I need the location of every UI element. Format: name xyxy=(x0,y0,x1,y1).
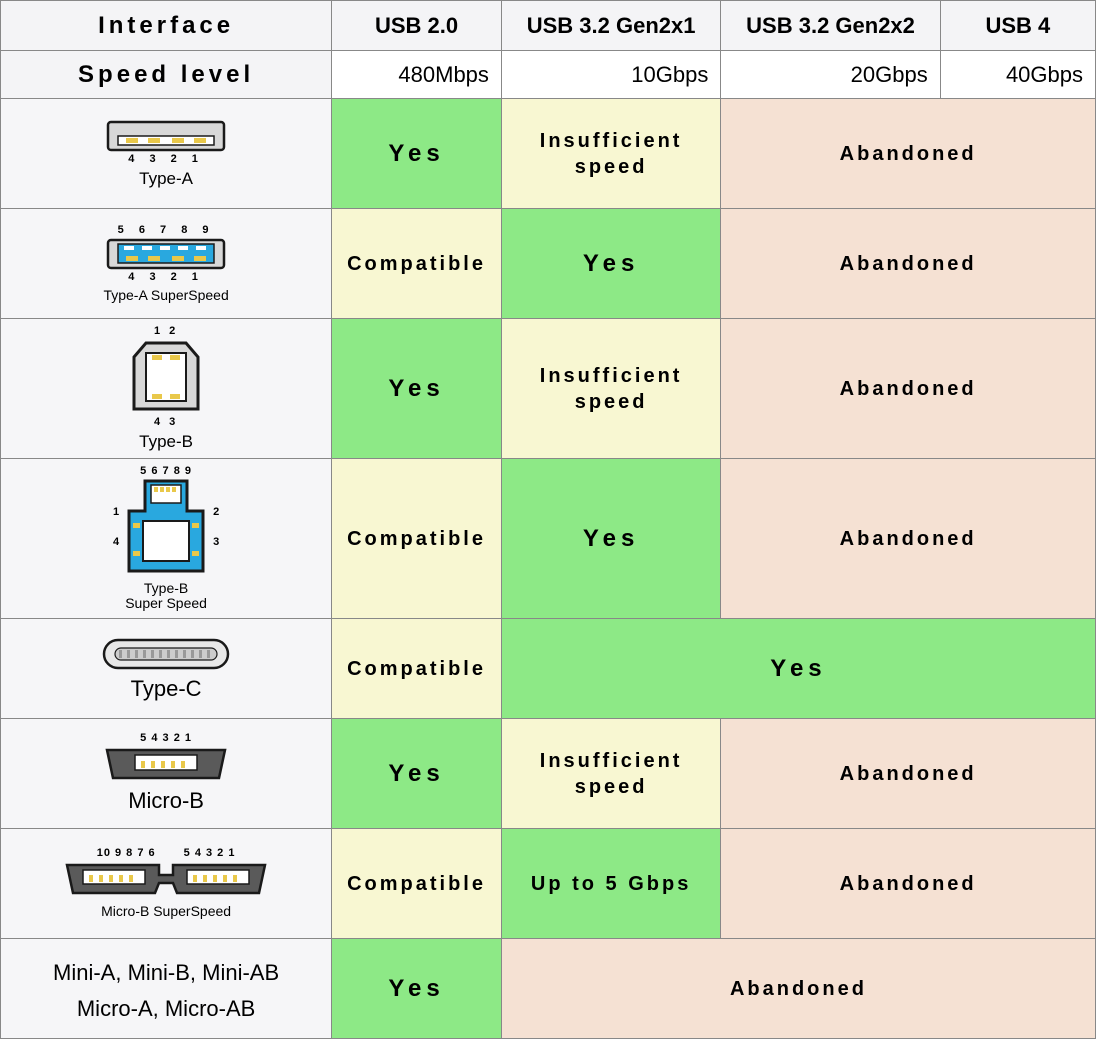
cell-type-b-1: Insufficientspeed xyxy=(501,319,720,459)
cell-micro-b-1: Insufficientspeed xyxy=(501,719,720,829)
cell-none-1: Abandoned xyxy=(501,939,1095,1039)
iface-type-b-ss: 5 6 7 8 9 14 23 Type-BSuper Speed xyxy=(1,459,332,619)
usb-compatibility-table: Interface USB 2.0USB 3.2 Gen2x1USB 3.2 G… xyxy=(0,0,1096,1039)
iface-type-c: Type-C xyxy=(1,619,332,719)
header-interface: Interface xyxy=(1,1,332,51)
cell-type-b-ss-2: Abandoned xyxy=(721,459,1096,619)
iface-micro-b-ss: 10 9 8 7 65 4 3 2 1 Micro-B SuperSpeed xyxy=(1,829,332,939)
cell-type-b-2: Abandoned xyxy=(721,319,1096,459)
cell-type-a-ss-0: Compatible xyxy=(332,209,502,319)
header-col-0: USB 2.0 xyxy=(332,1,502,51)
cell-type-a-ss-1: Yes xyxy=(501,209,720,319)
speed-val-2: 20Gbps xyxy=(721,51,940,99)
header-col-3: USB 4 xyxy=(940,1,1095,51)
cell-type-c-1: Yes xyxy=(501,619,1095,719)
iface-type-a: 4 3 2 1 Type-A xyxy=(1,99,332,209)
cell-type-b-ss-1: Yes xyxy=(501,459,720,619)
cell-type-a-ss-2: Abandoned xyxy=(721,209,1096,319)
cell-type-b-ss-0: Compatible xyxy=(332,459,502,619)
speed-val-1: 10Gbps xyxy=(501,51,720,99)
iface-type-b: 1 2 4 3 Type-B xyxy=(1,319,332,459)
cell-micro-b-2: Abandoned xyxy=(721,719,1096,829)
speed-val-0: 480Mbps xyxy=(332,51,502,99)
cell-type-c-0: Compatible xyxy=(332,619,502,719)
iface-none: Mini-A, Mini-B, Mini-ABMicro-A, Micro-AB xyxy=(1,939,332,1039)
cell-micro-b-ss-1: Up to 5 Gbps xyxy=(501,829,720,939)
header-speed-level: Speed level xyxy=(1,51,332,99)
cell-micro-b-ss-2: Abandoned xyxy=(721,829,1096,939)
cell-micro-b-ss-0: Compatible xyxy=(332,829,502,939)
cell-type-a-0: Yes xyxy=(332,99,502,209)
header-col-1: USB 3.2 Gen2x1 xyxy=(501,1,720,51)
cell-type-a-1: Insufficientspeed xyxy=(501,99,720,209)
cell-micro-b-0: Yes xyxy=(332,719,502,829)
cell-type-a-2: Abandoned xyxy=(721,99,1096,209)
iface-type-a-ss: 5 6 7 8 9 4 3 2 1 Type-A SuperSpeed xyxy=(1,209,332,319)
speed-val-3: 40Gbps xyxy=(940,51,1095,99)
iface-micro-b: 5 4 3 2 1 Micro-B xyxy=(1,719,332,829)
cell-type-b-0: Yes xyxy=(332,319,502,459)
header-col-2: USB 3.2 Gen2x2 xyxy=(721,1,940,51)
cell-none-0: Yes xyxy=(332,939,502,1039)
